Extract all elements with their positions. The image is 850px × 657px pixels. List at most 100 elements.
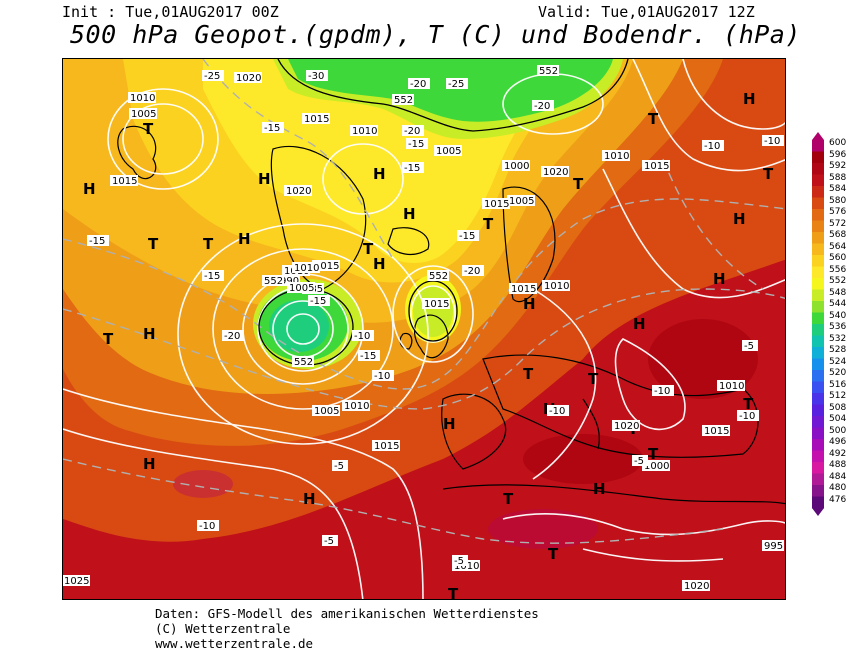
legend-label: 484 bbox=[829, 471, 847, 482]
legend-label: 552 bbox=[829, 276, 847, 286]
legend-label: 524 bbox=[829, 356, 847, 367]
legend-swatch bbox=[812, 462, 824, 474]
temp-label: -10 bbox=[354, 331, 370, 342]
isobar-label: 1015 bbox=[304, 114, 329, 125]
low-pressure-marker: T bbox=[203, 235, 214, 253]
low-pressure-marker: T bbox=[503, 490, 514, 508]
temp-label: -10 bbox=[374, 371, 390, 382]
temp-label: -5 bbox=[324, 536, 334, 547]
isotherms bbox=[63, 59, 785, 544]
warm-spot-1 bbox=[173, 470, 233, 498]
legend-swatch bbox=[812, 255, 824, 267]
coast-italy bbox=[582, 398, 600, 450]
legend-label: 560 bbox=[829, 253, 847, 263]
temp-label-bg bbox=[652, 385, 674, 396]
map-title: 500 hPa Geopot.(gpdm), T (C) und Bodendr… bbox=[70, 20, 801, 49]
geopot-label-bg bbox=[392, 94, 414, 105]
legend-arrow-bottom bbox=[812, 508, 824, 516]
legend-swatch bbox=[812, 151, 824, 164]
legend-label: 504 bbox=[829, 414, 847, 424]
high-pressure-marker: H bbox=[143, 325, 156, 343]
temp-label-bg bbox=[358, 350, 380, 361]
geopot-label: 552 bbox=[539, 66, 558, 77]
temp-label-bg bbox=[737, 410, 759, 421]
isobar-label-bg bbox=[642, 460, 670, 471]
temp-label-bg bbox=[446, 78, 468, 89]
geopot-label: 552 bbox=[294, 357, 313, 368]
legend-swatch bbox=[812, 209, 824, 221]
weather-map: HHHHHHHHHHHHHHHHHTTTTTTTTTTTTTTTTT102010… bbox=[62, 58, 786, 600]
temp-label: -20 bbox=[464, 266, 480, 277]
legend-label: 496 bbox=[829, 437, 847, 447]
legend-label: 528 bbox=[829, 345, 847, 355]
legend-label: 508 bbox=[829, 402, 847, 413]
isobar-label-bg bbox=[292, 262, 320, 273]
low-pressure-marker: T bbox=[483, 215, 494, 233]
geopot-label-bg bbox=[427, 270, 449, 281]
legend-label: 516 bbox=[829, 379, 847, 390]
temp-label: -5 bbox=[454, 556, 464, 567]
isobar-label: 1020 bbox=[236, 73, 261, 84]
temp-label-bg bbox=[202, 70, 224, 81]
temp-label-bg bbox=[87, 235, 109, 246]
high-pressure-marker: H bbox=[258, 170, 271, 188]
legend-swatch bbox=[812, 197, 824, 210]
isobar-label-bg bbox=[507, 195, 535, 206]
legend-swatch bbox=[812, 278, 824, 290]
isobar-label: 1010 bbox=[294, 263, 319, 274]
low-pressure-marker: T bbox=[148, 235, 159, 253]
legend-swatch bbox=[812, 289, 824, 302]
warm-spot-4 bbox=[488, 509, 598, 549]
temp-label: -15 bbox=[408, 139, 424, 150]
low-pressure-marker: T bbox=[763, 165, 774, 183]
isobar-label: 1000 bbox=[504, 161, 529, 172]
isobar-label-bg bbox=[422, 298, 450, 309]
temp-label: -15 bbox=[360, 351, 376, 362]
temp-label: -10 bbox=[704, 141, 720, 152]
legend-swatch bbox=[812, 427, 824, 440]
temp-label: -10 bbox=[549, 406, 565, 417]
high-pressure-marker: H bbox=[443, 415, 456, 433]
temp-label-bg bbox=[452, 555, 468, 566]
legend-label: 548 bbox=[829, 287, 847, 298]
low-pressure-marker: T bbox=[573, 175, 584, 193]
legend-swatch bbox=[812, 174, 824, 187]
legend-label: 600 bbox=[829, 138, 847, 148]
map-labels: HHHHHHHHHHHHHHHHHTTTTTTTTTTTTTTTTT102010… bbox=[63, 65, 784, 599]
isobar-europe-1 bbox=[532, 288, 597, 480]
high-pressure-marker: H bbox=[83, 180, 96, 198]
legend-label: 576 bbox=[829, 207, 847, 217]
isobar-label-bg bbox=[350, 125, 378, 136]
isotherm-2 bbox=[63, 288, 785, 410]
legend-label: 480 bbox=[829, 483, 847, 493]
temp-label-bg bbox=[306, 70, 328, 81]
temp-label-bg bbox=[457, 230, 479, 241]
legend-swatch bbox=[812, 485, 824, 497]
footer-website[interactable]: www.wetterzentrale.de bbox=[155, 636, 314, 651]
temp-label-bg bbox=[547, 405, 569, 416]
isobar-label-bg bbox=[129, 108, 157, 119]
legend-label: 520 bbox=[829, 368, 847, 378]
legend-label: 476 bbox=[829, 494, 847, 505]
legend-label: 564 bbox=[829, 241, 847, 252]
isobar-label-bg bbox=[234, 72, 262, 83]
isobar-label: 1020 bbox=[684, 581, 709, 592]
temp-label: -20 bbox=[410, 79, 426, 90]
low-pressure-marker: T bbox=[548, 545, 559, 563]
high-pressure-marker: H bbox=[303, 490, 316, 508]
isobar-label: 1015 bbox=[424, 299, 449, 310]
legend-swatch bbox=[812, 243, 824, 256]
legend-swatch bbox=[812, 404, 824, 417]
isobar-europe-high bbox=[614, 338, 686, 431]
low-pressure-marker: T bbox=[588, 370, 599, 388]
isobar-label: 1020 bbox=[286, 186, 311, 197]
isobar-baffin-1 bbox=[122, 103, 204, 175]
isobar-northsea-1 bbox=[410, 285, 456, 343]
isobar-label-bg bbox=[612, 420, 640, 431]
init-time: Init : Tue,01AUG2017 00Z bbox=[62, 3, 279, 21]
temp-label: -30 bbox=[308, 71, 324, 82]
temp-label: -25 bbox=[448, 79, 464, 90]
isobar-ring-5 bbox=[212, 248, 394, 410]
footer-data-source: Daten: GFS-Modell des amerikanischen Wet… bbox=[155, 606, 539, 621]
temp-label: -15 bbox=[89, 236, 105, 247]
